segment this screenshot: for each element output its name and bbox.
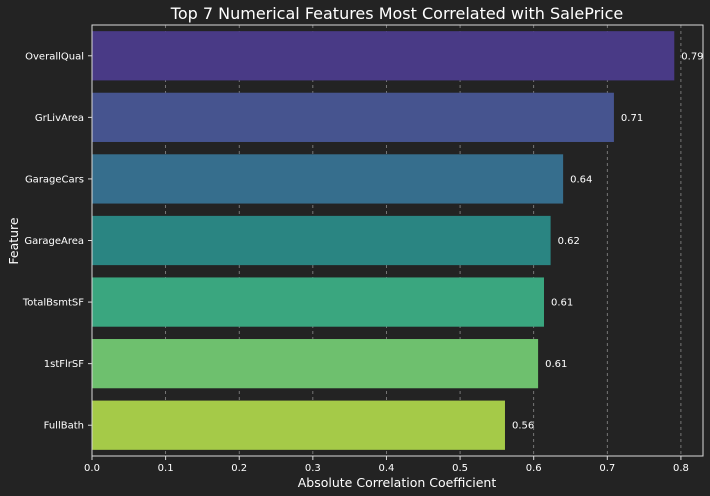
x-axis-title: Absolute Correlation Coefficient [298, 475, 497, 490]
bars [92, 31, 675, 450]
x-tick-label: 0.4 [379, 463, 395, 474]
value-label: 0.61 [551, 298, 573, 309]
plot-frame [91, 24, 704, 457]
x-tick-label: 0.7 [599, 463, 615, 474]
value-label: 0.71 [621, 113, 643, 124]
bar-garagearea [92, 215, 551, 266]
x-tick-label: 0.1 [158, 463, 174, 474]
bar-fullbath [92, 400, 505, 450]
y-tick-label: FullBath [44, 421, 84, 432]
bar-1stflrsf [92, 339, 539, 389]
x-tick-label: 0.0 [84, 463, 100, 474]
value-label: 0.56 [512, 421, 534, 432]
y-tick-label: GrLivArea [35, 113, 84, 124]
value-labels: 0.79 0.71 0.64 0.62 0.61 0.61 0.56 [512, 51, 704, 431]
x-tick-label: 0.6 [526, 463, 542, 474]
y-tick-label: GarageArea [24, 236, 84, 247]
y-tick-label: TotalBsmtSF [22, 298, 84, 309]
bar-grlivarea [92, 92, 614, 142]
bar-overallqual [92, 31, 675, 81]
value-label: 0.61 [545, 359, 567, 370]
y-tick-label: 1stFlrSF [44, 359, 84, 370]
axes: 0.0 0.1 0.2 0.3 0.4 0.5 0.6 0.7 0.8 OverallQual Gr… [22, 24, 704, 474]
y-tick-label: GarageCars [25, 174, 84, 185]
y-tick-label: OverallQual [25, 51, 84, 62]
value-label: 0.64 [570, 174, 592, 185]
x-tick-label: 0.3 [305, 463, 321, 474]
x-tick-label: 0.2 [231, 463, 247, 474]
bar-totalbsmtsf [92, 277, 544, 327]
y-axis-title: Feature [6, 217, 21, 265]
value-label: 0.79 [681, 51, 703, 62]
x-tick-label: 0.5 [452, 463, 468, 474]
bar-garagecars [92, 154, 564, 204]
chart-title: Top 7 Numerical Features Most Correlated… [170, 4, 623, 23]
x-tick-label: 0.8 [673, 463, 689, 474]
value-label: 0.62 [558, 236, 580, 247]
